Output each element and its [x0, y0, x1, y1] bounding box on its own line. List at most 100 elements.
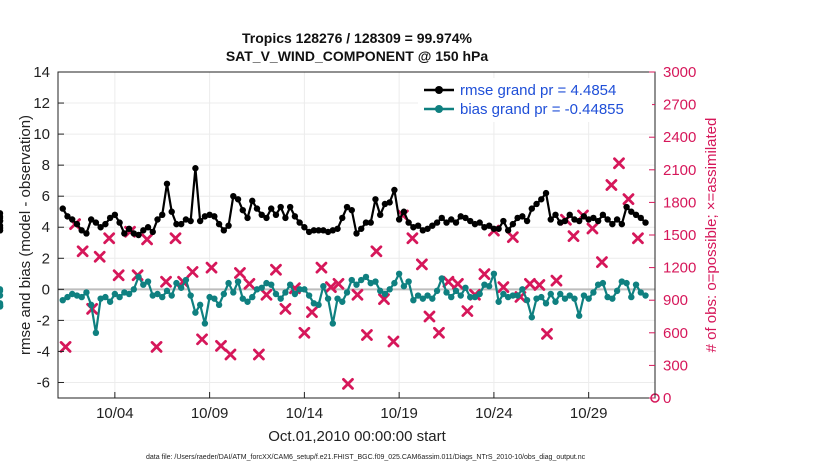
chart-title-line-1: Tropics 128276 / 128309 = 99.974% — [242, 30, 473, 46]
bias-point — [538, 293, 545, 301]
rmse-point — [353, 230, 360, 237]
obs-assimilated-marker — [497, 281, 510, 294]
rmse-point — [111, 211, 119, 219]
bias-point — [215, 301, 223, 309]
bias-point — [571, 295, 578, 302]
y-axis-label-left: rmse and bias (model - observation) — [17, 115, 34, 355]
rmse-point — [154, 216, 161, 223]
bias-point — [438, 275, 445, 282]
rmse-point — [538, 196, 545, 203]
rmse-point — [623, 203, 630, 211]
bias-point — [452, 287, 460, 295]
y-tick-label-left: 4 — [42, 219, 50, 236]
bias-point — [509, 292, 517, 299]
obs-assimilated-marker — [186, 266, 199, 278]
obs-assimilated-marker — [342, 377, 354, 390]
rmse-point — [211, 213, 218, 220]
obs-assimilated-marker — [442, 275, 455, 288]
rmse-point — [424, 225, 431, 232]
rmse-point — [163, 180, 171, 187]
y-tick-label-left: 2 — [42, 250, 50, 267]
bias-point — [495, 298, 502, 305]
rmse-point — [116, 219, 123, 226]
rmse-point — [372, 196, 379, 203]
bias-point — [585, 295, 592, 302]
bias-point — [372, 278, 379, 285]
rmse-point — [59, 205, 66, 212]
y-tick-label-left: 14 — [33, 64, 50, 81]
bias-point — [282, 289, 289, 296]
rmse-point — [448, 216, 455, 223]
bias-point — [471, 293, 479, 301]
rmse-point — [310, 227, 318, 234]
bias-point — [140, 281, 147, 288]
legend-rmse-label: rmse grand pr = 4.4854 — [460, 82, 616, 99]
rmse-point — [414, 222, 422, 229]
bias-point — [187, 292, 194, 299]
rmse-point — [173, 220, 180, 228]
rmse-point — [509, 220, 517, 228]
obs-assimilated-marker — [196, 333, 208, 346]
rmse-point — [249, 197, 256, 205]
obs-assimilated-marker — [169, 232, 182, 245]
obs-assimilated-marker — [387, 335, 400, 348]
legend-rmse-marker — [435, 86, 443, 94]
bias-point — [277, 295, 284, 302]
bias-point — [414, 292, 422, 299]
rmse-point — [637, 214, 644, 222]
rmse-point — [286, 203, 294, 211]
rmse-point — [552, 211, 559, 219]
rmse-point — [438, 214, 445, 222]
obs-assimilated-marker — [596, 256, 608, 269]
legend-bias-label: bias grand pr = -0.44855 — [460, 101, 624, 118]
x-axis-label: Oct.01,2010 00:00:00 start — [268, 428, 446, 445]
obs-assimilated-marker — [315, 261, 328, 274]
bias-point — [500, 290, 507, 298]
rmse-point — [125, 225, 133, 232]
bias-point — [225, 279, 232, 287]
rmse-line — [61, 167, 647, 237]
tick-layer: -6 -4 -2 0 2 4 6 8 10 12 14 10/04 10/09 10/14 10/19 10/… — [33, 64, 696, 422]
bias-point — [182, 276, 190, 284]
bias-point — [405, 278, 412, 285]
obs-assimilated-marker — [59, 341, 72, 353]
rmse-point — [433, 219, 441, 226]
rmse-point — [495, 225, 502, 232]
bias-point — [87, 301, 95, 309]
x-tick-label: 10/09 — [191, 405, 229, 422]
rmse-point — [594, 217, 602, 225]
bias-point — [64, 293, 71, 301]
rmse-point — [566, 211, 573, 219]
rmse-point — [367, 219, 374, 226]
rmse-point — [225, 222, 232, 229]
bias-point — [410, 297, 417, 304]
obs-assimilated-marker — [622, 193, 635, 206]
rmse-point — [343, 203, 351, 211]
rmse-point — [599, 211, 607, 219]
obs-assimilated-marker — [406, 232, 419, 245]
bias-point — [542, 300, 550, 307]
bias-point — [249, 293, 256, 301]
y-tick-label-right: 2700 — [663, 97, 696, 114]
rmse-point — [348, 206, 355, 214]
y-tick-label-left: -6 — [37, 374, 50, 391]
obs-assimilated-marker — [478, 268, 491, 281]
obs-assimilated-marker — [160, 275, 172, 288]
rmse-point — [443, 219, 450, 226]
obs-assimilated-marker — [351, 288, 364, 301]
rmse-point — [528, 205, 536, 212]
rmse-point — [277, 203, 284, 211]
obs-assimilated-marker — [613, 157, 625, 170]
bias-point — [599, 279, 607, 287]
rmse-point — [192, 165, 199, 172]
obs-assimilated-marker — [93, 250, 106, 263]
bias-point — [239, 295, 246, 302]
rmse-point — [92, 219, 100, 226]
obs-assimilated-marker — [150, 341, 163, 353]
obs-assimilated-marker — [415, 258, 428, 271]
rmse-point — [334, 225, 341, 232]
bias-point — [154, 290, 161, 298]
bias-point — [286, 281, 294, 288]
footnote: data file: /Users/raeder/DAI/ATM_forcXX/… — [146, 454, 586, 461]
